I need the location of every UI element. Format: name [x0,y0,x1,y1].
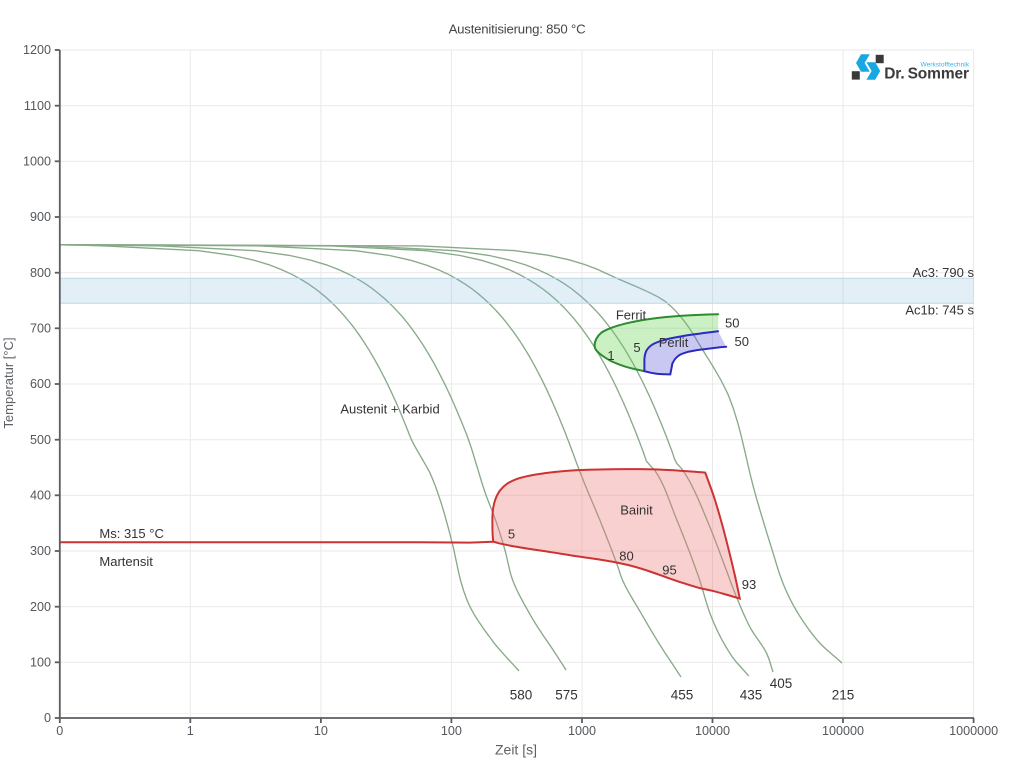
svg-text:0: 0 [44,711,51,725]
svg-text:80: 80 [619,549,633,564]
svg-text:100000: 100000 [822,724,864,738]
svg-text:900: 900 [30,210,51,224]
svg-text:455: 455 [671,688,694,703]
svg-text:215: 215 [832,688,855,703]
svg-text:Austenit + Karbid: Austenit + Karbid [340,402,439,417]
svg-text:10000: 10000 [695,724,730,738]
svg-text:500: 500 [30,433,51,447]
svg-text:10: 10 [314,724,328,738]
svg-text:Zeit [s]: Zeit [s] [495,742,537,758]
svg-text:Ac3: 790 s: Ac3: 790 s [913,265,975,280]
svg-text:50: 50 [735,334,749,349]
svg-text:405: 405 [770,676,793,691]
svg-text:700: 700 [30,322,51,336]
svg-text:5: 5 [633,340,640,355]
svg-text:Martensit: Martensit [99,554,153,569]
svg-text:0: 0 [56,724,63,738]
svg-text:1000: 1000 [568,724,596,738]
svg-text:1100: 1100 [24,99,51,113]
svg-text:100: 100 [441,724,462,738]
svg-text:435: 435 [740,688,763,703]
svg-text:200: 200 [30,600,51,614]
svg-text:600: 600 [30,377,51,391]
svg-text:93: 93 [742,577,756,592]
svg-text:5: 5 [508,527,515,542]
svg-text:1: 1 [607,348,614,363]
svg-text:Ms: 315 °C: Ms: 315 °C [99,526,163,541]
svg-text:50: 50 [725,316,739,331]
svg-text:Austenitisierung: 850 °C: Austenitisierung: 850 °C [449,22,587,37]
svg-text:Werkstofftechnik: Werkstofftechnik [921,61,970,68]
svg-text:100: 100 [30,656,51,670]
svg-text:300: 300 [30,544,51,558]
svg-text:Perlit: Perlit [659,335,689,350]
svg-text:1000: 1000 [23,155,51,169]
svg-text:Bainit: Bainit [620,503,653,518]
svg-text:1000000: 1000000 [949,724,998,738]
svg-text:Temperatur [°C]: Temperatur [°C] [1,337,16,428]
svg-text:800: 800 [30,266,51,280]
svg-text:580: 580 [510,688,533,703]
svg-text:1: 1 [187,724,194,738]
svg-text:400: 400 [30,489,51,503]
svg-text:Ac1b: 745 s: Ac1b: 745 s [905,303,974,318]
svg-text:575: 575 [555,688,578,703]
svg-text:1200: 1200 [23,43,51,57]
svg-text:95: 95 [662,563,676,578]
svg-text:Dr. Sommer: Dr. Sommer [884,66,969,83]
svg-text:Ferrit: Ferrit [616,308,647,323]
